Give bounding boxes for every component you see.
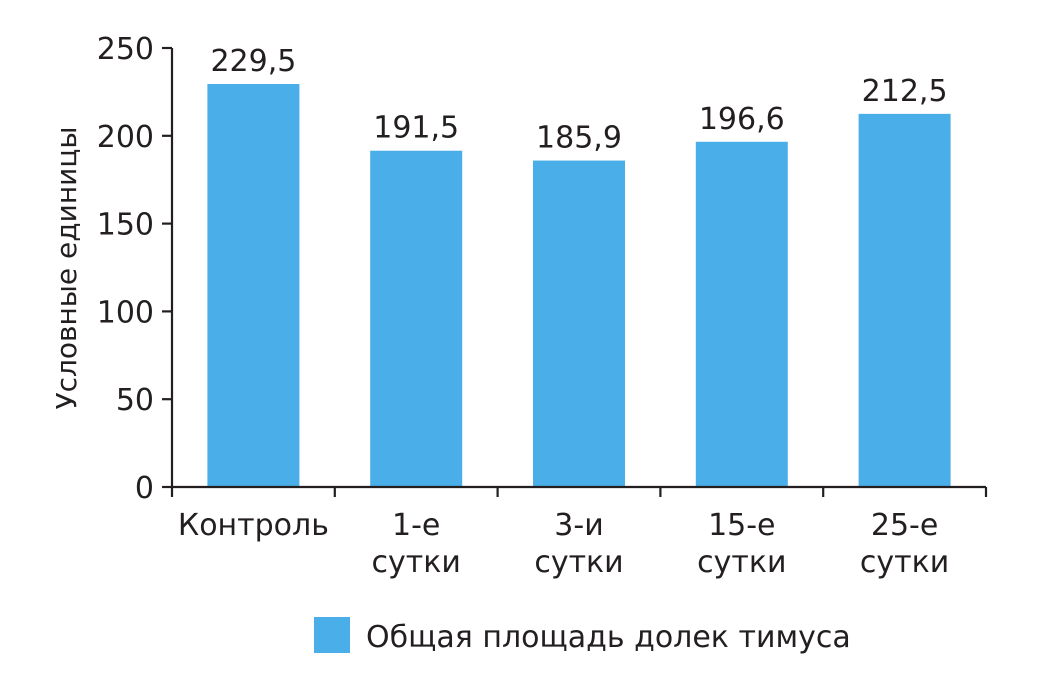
x-category-label-line: Контроль <box>178 508 329 543</box>
x-category-label-line: сутки <box>697 545 786 580</box>
y-tick-label: 100 <box>97 295 154 330</box>
legend-swatch <box>314 617 350 653</box>
bar <box>858 113 951 487</box>
y-tick-label: 150 <box>97 208 154 243</box>
bar <box>370 150 463 487</box>
y-tick-label: 200 <box>97 120 154 155</box>
bar <box>533 160 625 487</box>
x-category-label-line: 15-е <box>708 508 775 543</box>
value-labels: 229,5 191,5 185,9 196,6 212,5 <box>210 44 947 156</box>
x-category-label: 3-и сутки <box>534 508 623 580</box>
bar <box>207 83 300 488</box>
bar-value-label: 229,5 <box>210 44 296 79</box>
bar-value-label: 212,5 <box>862 74 948 109</box>
x-category-label-line: сутки <box>860 545 949 580</box>
y-tick-label: 250 <box>97 32 154 67</box>
x-category-label: 25-е сутки <box>860 508 949 580</box>
y-axis-label: Условные единицы <box>50 127 83 410</box>
x-category-label-line: сутки <box>534 545 623 580</box>
legend-label: Общая площадь долек тимуса <box>366 620 851 655</box>
x-category-label-line: сутки <box>372 545 461 580</box>
y-tick-label: 0 <box>135 471 154 506</box>
y-tick-label: 50 <box>116 383 154 418</box>
x-category-label: 15-е сутки <box>697 508 786 580</box>
bar-value-label: 191,5 <box>373 111 459 146</box>
bar <box>695 141 788 488</box>
x-category-label-line: 1-е <box>392 508 440 543</box>
y-axis-ticks: 0 50 100 150 200 250 <box>97 32 172 506</box>
x-category-label-line: 3-и <box>554 508 603 543</box>
x-category-label: Контроль <box>178 508 329 543</box>
bars <box>207 83 951 488</box>
bar-value-label: 196,6 <box>699 102 785 137</box>
legend: Общая площадь долек тимуса <box>314 617 851 655</box>
x-category-label-line: 25-е <box>871 508 938 543</box>
x-category-label: 1-е сутки <box>372 508 461 580</box>
bar-value-label: 185,9 <box>536 121 622 156</box>
